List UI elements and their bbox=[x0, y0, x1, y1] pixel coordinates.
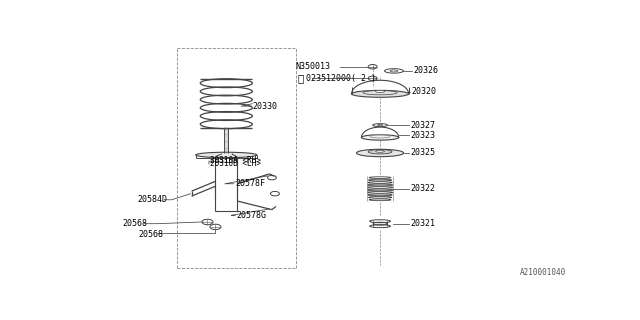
Text: 20326: 20326 bbox=[414, 67, 439, 76]
Text: 20322: 20322 bbox=[410, 184, 435, 193]
Text: 20325: 20325 bbox=[410, 148, 435, 157]
Text: 20330: 20330 bbox=[253, 102, 278, 111]
Ellipse shape bbox=[351, 90, 408, 97]
Text: Ⓝ: Ⓝ bbox=[298, 73, 304, 83]
Text: 20320: 20320 bbox=[412, 87, 436, 96]
Text: 023512000( 2 ): 023512000( 2 ) bbox=[306, 74, 376, 83]
Ellipse shape bbox=[376, 90, 385, 92]
Text: 20584D: 20584D bbox=[137, 195, 167, 204]
Text: 20578G: 20578G bbox=[236, 211, 266, 220]
Text: 20568: 20568 bbox=[138, 230, 164, 239]
Text: 20568: 20568 bbox=[122, 219, 147, 228]
Ellipse shape bbox=[368, 149, 392, 154]
Text: 20310A <RH>: 20310A <RH> bbox=[210, 156, 261, 165]
Text: 20323: 20323 bbox=[410, 131, 435, 140]
Ellipse shape bbox=[362, 135, 399, 140]
Text: 20578F: 20578F bbox=[236, 179, 265, 188]
Text: 20310B <LH>: 20310B <LH> bbox=[210, 159, 261, 168]
Ellipse shape bbox=[356, 149, 404, 157]
Text: A210001040: A210001040 bbox=[520, 268, 566, 277]
Ellipse shape bbox=[196, 152, 257, 158]
Text: 20327: 20327 bbox=[410, 121, 435, 130]
Ellipse shape bbox=[376, 150, 385, 152]
Text: 20321: 20321 bbox=[410, 219, 435, 228]
Text: N350013: N350013 bbox=[296, 62, 331, 71]
